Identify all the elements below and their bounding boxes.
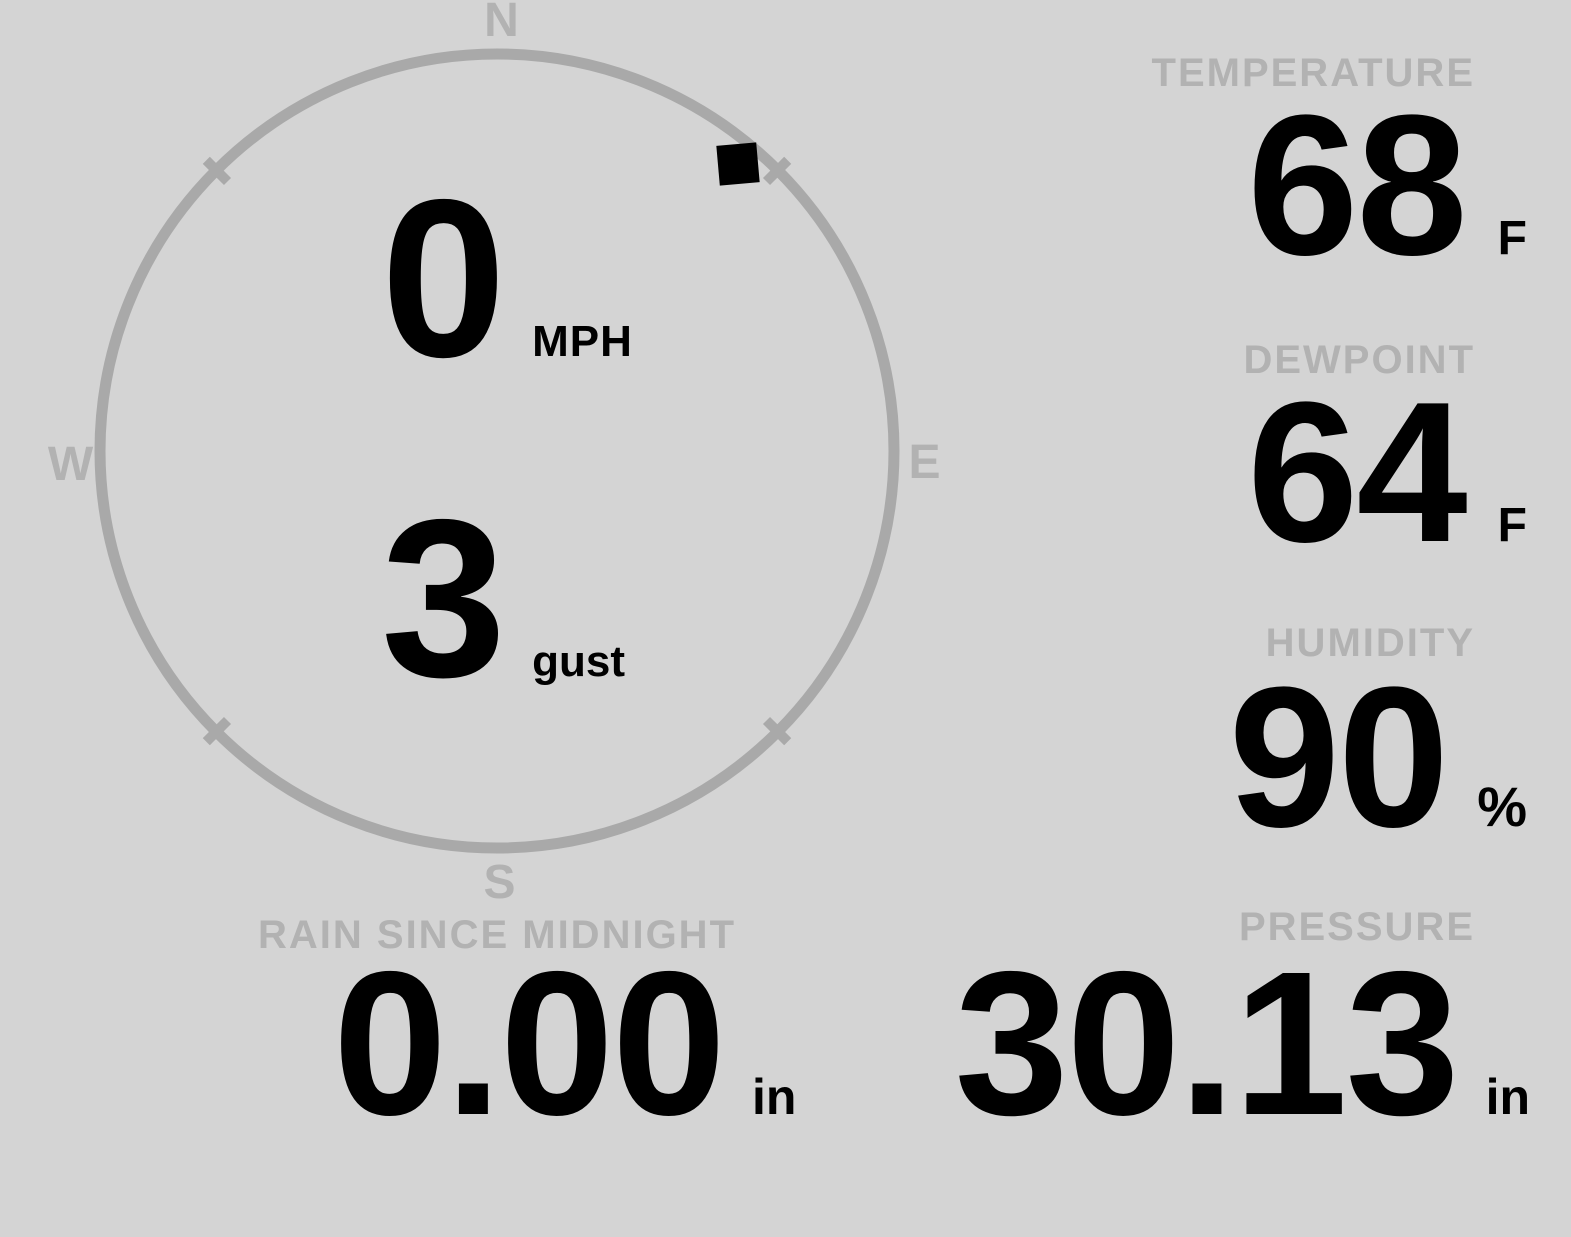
pressure-reading: 30.13 in (955, 941, 1530, 1146)
wind-direction-marker-icon (716, 142, 760, 186)
humidity-value: 90 (1228, 646, 1449, 869)
dewpoint-reading: 64 F (1247, 373, 1527, 573)
wind-speed-value: 0 (381, 152, 507, 404)
rain-label: RAIN SINCE MIDNIGHT (258, 913, 736, 957)
wind-gust-value: 3 (381, 472, 507, 724)
compass-tick-nw-icon (202, 156, 232, 186)
pressure-unit: in (1485, 1069, 1530, 1125)
compass-tick-se-icon (762, 716, 792, 746)
wind-speed: 0 MPH (381, 166, 633, 391)
temperature-value: 68 (1247, 74, 1467, 297)
dewpoint-label: DEWPOINT (1243, 338, 1475, 382)
wind-compass (94, 48, 900, 854)
temperature-reading: 68 F (1247, 86, 1527, 286)
temperature-unit: F (1497, 212, 1527, 265)
rain-value: 0.00 (333, 929, 726, 1158)
humidity-label: HUMIDITY (1265, 621, 1475, 665)
cardinal-label-east: E (908, 436, 942, 489)
cardinal-label-south: S (483, 856, 517, 909)
wind-speed-unit: MPH (532, 317, 633, 366)
pressure-value: 30.13 (954, 929, 1460, 1158)
dewpoint-value: 64 (1247, 361, 1467, 584)
cardinal-label-north: N (484, 0, 520, 47)
compass-tick-sw-icon (202, 716, 232, 746)
cardinal-label-west: W (47, 438, 95, 491)
wind-gust: 3 gust (381, 486, 625, 711)
compass-ring (94, 48, 900, 854)
dewpoint-unit: F (1497, 499, 1527, 552)
wind-gust-unit: gust (532, 637, 626, 686)
rain-unit: in (752, 1069, 797, 1125)
temperature-label: TEMPERATURE (1151, 51, 1475, 95)
compass-tick-ne-icon (762, 156, 792, 186)
humidity-reading: 90 % (1229, 658, 1527, 858)
humidity-unit: % (1477, 775, 1527, 838)
rain-reading: 0.00 in (333, 941, 796, 1146)
pressure-label: PRESSURE (1238, 905, 1475, 949)
